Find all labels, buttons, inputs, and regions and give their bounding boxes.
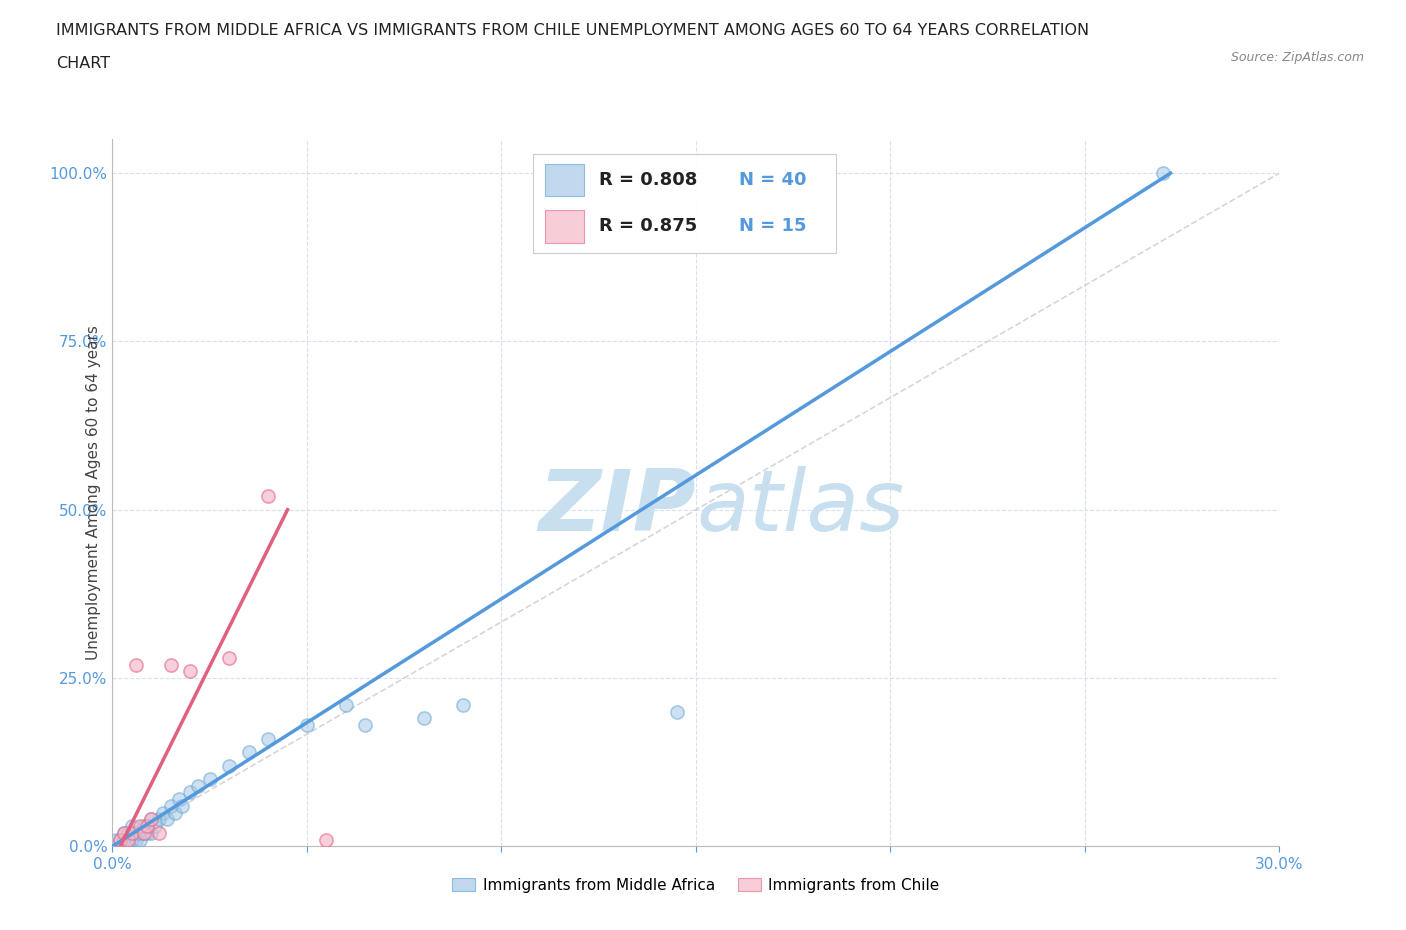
Point (295, 718, 318, 733)
Point (179, 664, 201, 679)
Point (172, 799, 194, 814)
Point (218, 758, 240, 773)
Point (105, 832, 128, 847)
Point (112, 826, 135, 841)
Point (110, 832, 132, 847)
Point (148, 812, 170, 827)
Point (121, 826, 143, 841)
Point (148, 826, 170, 841)
Point (412, 711, 434, 725)
Point (257, 731, 280, 746)
Point (198, 772, 221, 787)
Point (1152, 166, 1174, 180)
Point (141, 812, 163, 827)
Point (218, 650, 240, 665)
Point (143, 818, 166, 833)
Text: IMMIGRANTS FROM MIDDLE AFRICA VS IMMIGRANTS FROM CHILE UNEMPLOYMENT AMONG AGES 6: IMMIGRANTS FROM MIDDLE AFRICA VS IMMIGRA… (56, 23, 1090, 38)
Text: ZIP: ZIP (538, 466, 696, 549)
Point (125, 658, 148, 672)
Point (125, 826, 148, 841)
Point (179, 785, 201, 800)
Text: atlas: atlas (696, 466, 904, 549)
Point (112, 826, 135, 841)
Point (125, 832, 148, 847)
Point (160, 799, 183, 814)
Point (141, 812, 163, 827)
Point (112, 832, 135, 847)
Point (121, 832, 143, 847)
Point (238, 745, 260, 760)
Text: CHART: CHART (56, 56, 110, 71)
Point (335, 698, 357, 712)
Point (451, 698, 474, 712)
Point (187, 778, 209, 793)
Point (128, 832, 150, 847)
Point (128, 818, 150, 833)
Point (136, 818, 159, 833)
Point (152, 805, 174, 820)
Point (315, 832, 337, 847)
Point (141, 826, 163, 841)
Point (136, 818, 159, 833)
Point (163, 805, 186, 820)
Point (136, 826, 159, 841)
Point (117, 826, 139, 841)
Point (121, 826, 143, 841)
Point (354, 718, 377, 733)
Point (132, 826, 155, 841)
Point (156, 812, 179, 827)
Point (665, 704, 688, 719)
Point (257, 489, 280, 504)
Point (132, 818, 155, 833)
Point (110, 832, 132, 847)
Point (121, 818, 143, 833)
Point (132, 826, 155, 841)
Y-axis label: Unemployment Among Ages 60 to 64 years: Unemployment Among Ages 60 to 64 years (86, 326, 101, 660)
Point (117, 832, 139, 847)
Legend: Immigrants from Middle Africa, Immigrants from Chile: Immigrants from Middle Africa, Immigrant… (446, 871, 946, 898)
Point (167, 791, 190, 806)
Point (117, 832, 139, 847)
Point (160, 658, 183, 672)
Point (128, 826, 150, 841)
Text: Source: ZipAtlas.com: Source: ZipAtlas.com (1230, 51, 1364, 64)
